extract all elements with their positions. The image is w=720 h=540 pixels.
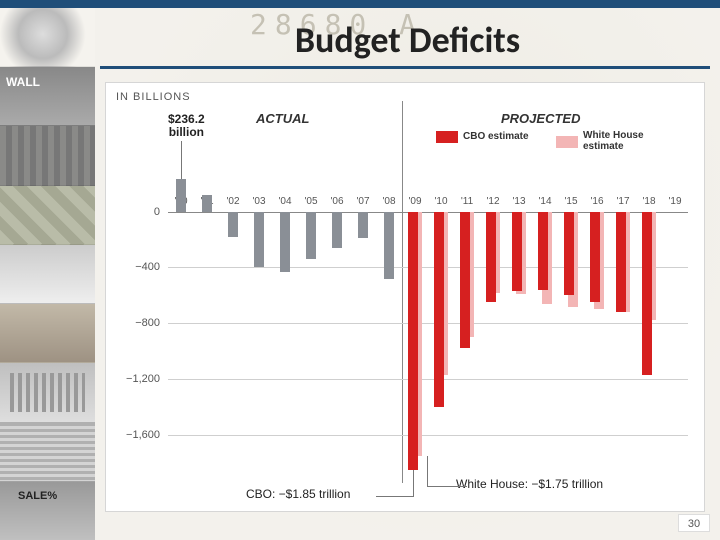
bar-actual xyxy=(306,212,316,260)
sidebar-tile-boxes xyxy=(0,126,95,185)
bar-actual xyxy=(202,195,212,212)
y-tick-label: −800 xyxy=(112,317,160,329)
bar-cbo xyxy=(460,212,470,349)
annot-leader-cbo xyxy=(413,470,414,497)
sidebar-tile-text xyxy=(0,423,95,482)
bar-actual xyxy=(332,212,342,248)
legend-wh: White Houseestimate xyxy=(556,131,644,152)
y-tick-label: −1,600 xyxy=(112,429,160,441)
bar-actual xyxy=(280,212,290,272)
annot-hleader-cbo xyxy=(376,496,413,497)
x-tick-label: '19 xyxy=(668,196,681,207)
bar-actual xyxy=(228,212,238,237)
bar-actual xyxy=(254,212,264,268)
bar-cbo xyxy=(616,212,626,313)
annot-leader-peak xyxy=(181,141,182,179)
annot-leader-wh xyxy=(427,456,428,487)
x-tick-label: '14 xyxy=(538,196,551,207)
slide-top-bar xyxy=(0,0,720,8)
y-axis-title: IN BILLIONS xyxy=(116,91,191,103)
sidebar-tile-cash xyxy=(0,186,95,245)
sidebar-tile-rates xyxy=(0,245,95,304)
gridline xyxy=(168,435,688,436)
gridline xyxy=(168,267,688,268)
x-tick-label: '08 xyxy=(382,196,395,207)
page-title: Budget Deficits xyxy=(95,18,720,62)
bar-cbo xyxy=(408,212,418,470)
legend-wh-label: White Houseestimate xyxy=(583,131,644,152)
legend-wh-swatch xyxy=(556,136,578,148)
bar-actual xyxy=(358,212,368,239)
x-tick-label: '12 xyxy=(486,196,499,207)
x-tick-label: '06 xyxy=(330,196,343,207)
sidebar-tile-wall-st xyxy=(0,67,95,126)
wh-min-annotation: White House: −$1.75 trillion xyxy=(456,477,603,491)
bar-cbo xyxy=(512,212,522,292)
x-tick-label: '10 xyxy=(434,196,447,207)
title-underline xyxy=(100,66,710,69)
bar-cbo xyxy=(434,212,444,408)
peak-annotation: $236.2 billion xyxy=(168,113,205,139)
x-tick-label: '07 xyxy=(356,196,369,207)
bar-cbo xyxy=(538,212,548,290)
bar-actual xyxy=(384,212,394,279)
x-tick-label: '16 xyxy=(590,196,603,207)
x-tick-label: '15 xyxy=(564,196,577,207)
peak-unit: billion xyxy=(168,126,205,139)
y-tick-label: −400 xyxy=(112,261,160,273)
chart-plot-area: 0−400−800−1,200−1,600'00'01'02'03'04'05'… xyxy=(168,178,688,470)
x-tick-label: '18 xyxy=(642,196,655,207)
section-projected-label: PROJECTED xyxy=(501,111,580,126)
sidebar-image-strip xyxy=(0,8,95,540)
gridline xyxy=(168,379,688,380)
section-actual-label: ACTUAL xyxy=(256,111,309,126)
sidebar-tile-sale xyxy=(0,482,95,540)
x-tick-label: '09 xyxy=(408,196,421,207)
sidebar-tile-globe xyxy=(0,8,95,67)
cbo-min-annotation: CBO: −$1.85 trillion xyxy=(246,487,350,501)
x-tick-label: '11 xyxy=(461,196,473,207)
page-number: 30 xyxy=(678,514,710,532)
annot-hleader-wh xyxy=(427,486,467,487)
legend-cbo: CBO estimate xyxy=(436,131,529,143)
legend-cbo-label: CBO estimate xyxy=(463,132,529,143)
gridline xyxy=(168,323,688,324)
bar-actual xyxy=(176,179,186,212)
bar-cbo xyxy=(564,212,574,296)
bar-cbo xyxy=(486,212,496,303)
chart-card: IN BILLIONS $236.2 billion ACTUAL PROJEC… xyxy=(105,82,705,512)
sidebar-tile-building xyxy=(0,363,95,422)
sidebar-tile-worker xyxy=(0,304,95,363)
x-tick-label: '13 xyxy=(512,196,525,207)
x-tick-label: '05 xyxy=(304,196,317,207)
x-tick-label: '02 xyxy=(226,196,239,207)
legend-cbo-swatch xyxy=(436,131,458,143)
bar-cbo xyxy=(590,212,600,303)
x-tick-label: '03 xyxy=(252,196,265,207)
gridline xyxy=(168,212,688,213)
x-tick-label: '04 xyxy=(278,196,291,207)
x-tick-label: '17 xyxy=(616,196,629,207)
bar-cbo xyxy=(642,212,652,375)
y-tick-label: 0 xyxy=(112,206,160,218)
y-tick-label: −1,200 xyxy=(112,373,160,385)
